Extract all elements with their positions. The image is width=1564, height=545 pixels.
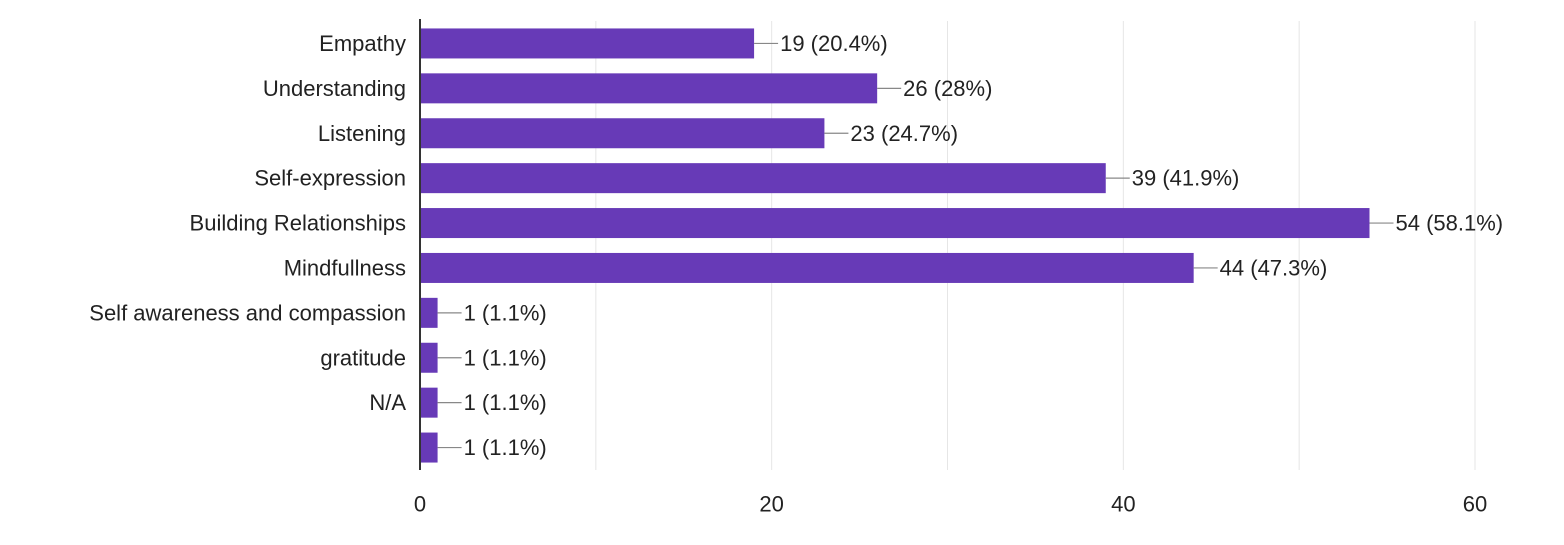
data-label: 1 (1.1%) bbox=[464, 345, 547, 370]
data-label: 44 (47.3%) bbox=[1220, 255, 1328, 280]
category-label: Mindfullness bbox=[284, 255, 406, 280]
bars bbox=[420, 28, 1370, 463]
category-label: N/A bbox=[369, 390, 406, 415]
bar bbox=[420, 432, 438, 463]
category-label: Building Relationships bbox=[190, 211, 406, 236]
x-tick-label: 60 bbox=[1463, 492, 1487, 517]
bar bbox=[420, 208, 1370, 239]
labels: 19 (20.4%) Empathy 26 (28%) Understanding 23… bbox=[89, 31, 1503, 460]
bar bbox=[420, 163, 1106, 194]
data-label: 39 (41.9%) bbox=[1132, 166, 1240, 191]
category-label: Listening bbox=[318, 121, 406, 146]
data-label: 19 (20.4%) bbox=[780, 31, 888, 56]
data-label: 1 (1.1%) bbox=[464, 435, 547, 460]
data-label: 23 (24.7%) bbox=[850, 121, 958, 146]
bar bbox=[420, 297, 438, 328]
category-label: Empathy bbox=[319, 31, 406, 56]
bar bbox=[420, 73, 878, 104]
category-label: Self awareness and compassion bbox=[89, 300, 406, 325]
axes: 0 20 40 60 bbox=[414, 19, 1487, 517]
bar bbox=[420, 28, 755, 59]
x-tick-label: 40 bbox=[1111, 492, 1135, 517]
data-label: 1 (1.1%) bbox=[464, 300, 547, 325]
x-tick-label: 20 bbox=[759, 492, 783, 517]
bar bbox=[420, 387, 438, 418]
category-label: Understanding bbox=[263, 76, 406, 101]
data-label: 54 (58.1%) bbox=[1396, 211, 1504, 236]
category-label: Self-expression bbox=[254, 166, 406, 191]
x-tick-label: 0 bbox=[414, 492, 426, 517]
data-label: 26 (28%) bbox=[903, 76, 992, 101]
category-label: gratitude bbox=[320, 345, 406, 370]
data-label: 1 (1.1%) bbox=[464, 390, 547, 415]
bar bbox=[420, 118, 825, 149]
bar bbox=[420, 252, 1194, 283]
bar bbox=[420, 342, 438, 373]
